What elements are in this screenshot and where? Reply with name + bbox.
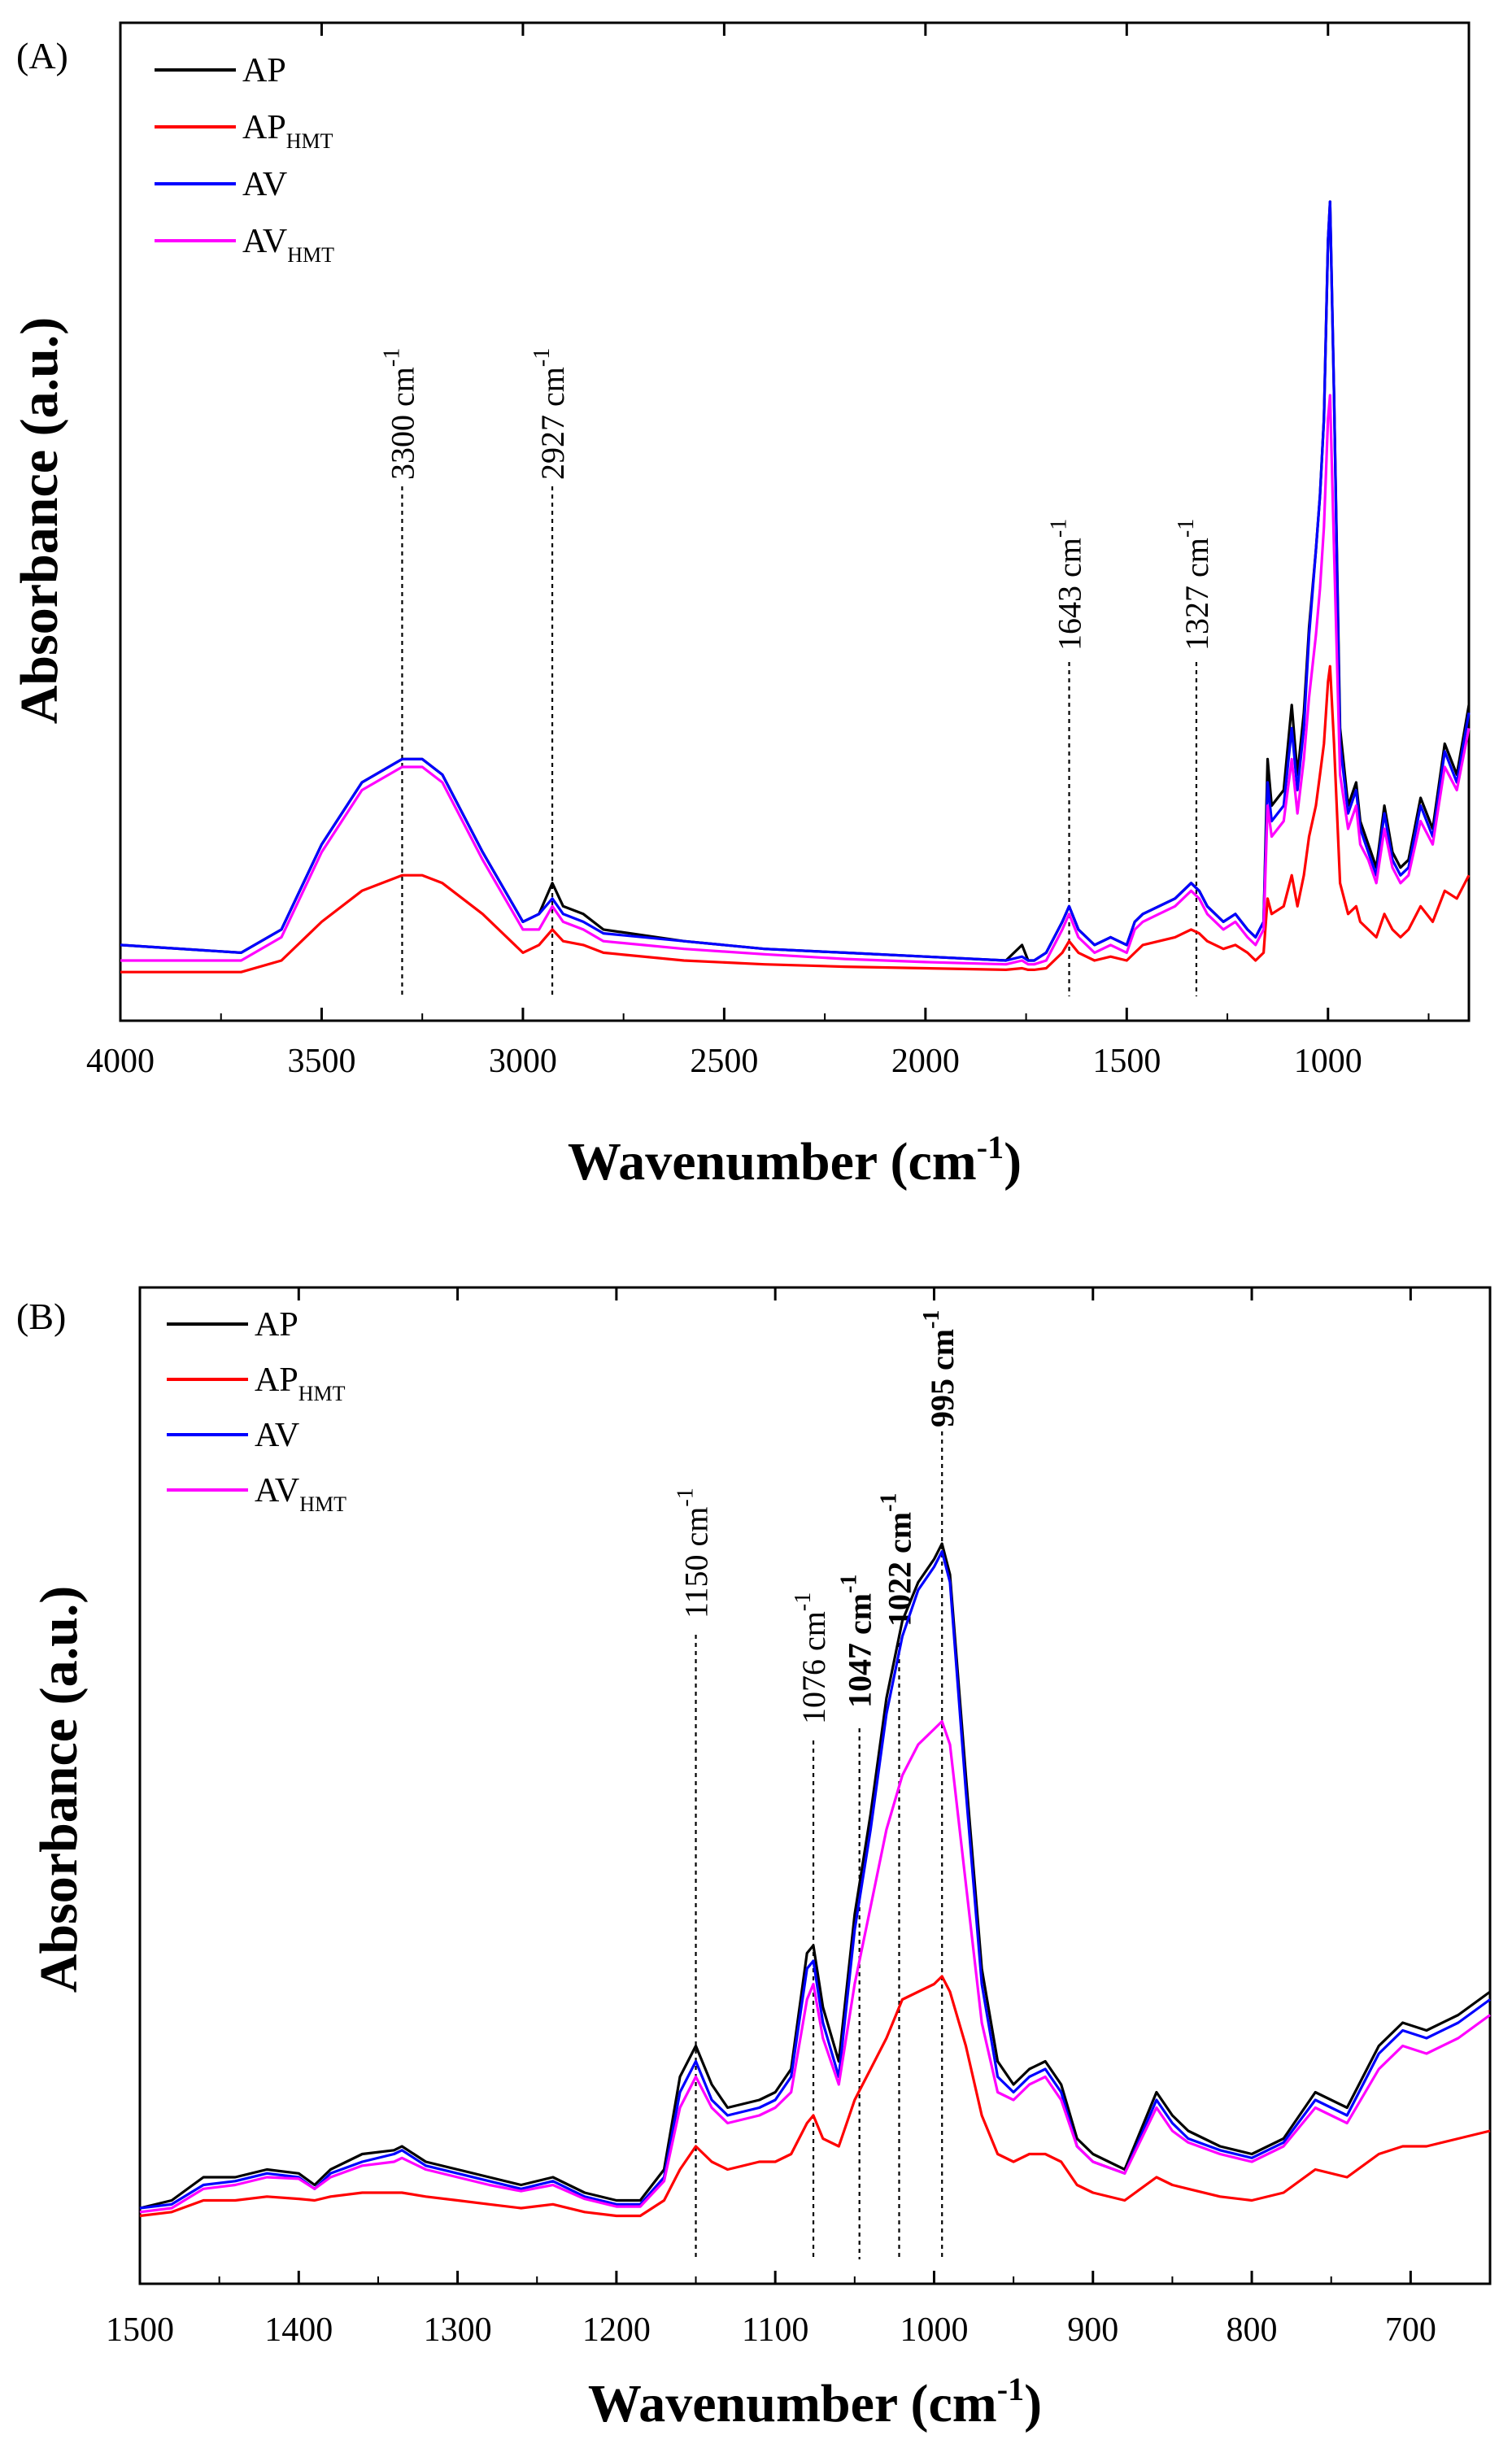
legend-entry: AV	[242, 166, 287, 203]
plot-frame	[138, 1286, 1492, 2285]
legend-name: AP	[242, 52, 286, 89]
legend-sub: HMT	[286, 129, 333, 153]
annotation-label: 1643 cm-1	[1047, 519, 1088, 651]
x-tick-label: 1400	[264, 2311, 333, 2349]
series-line-av-hmt	[120, 394, 1471, 966]
annotation-text: 3300 cm	[384, 367, 420, 480]
legend-name: AV	[255, 1417, 299, 1454]
x-axis-title-close: )	[1024, 2374, 1042, 2433]
legend-entry: APHMT	[255, 1361, 346, 1405]
legend-entry: AP	[242, 52, 286, 89]
panel-label: (B)	[16, 1296, 66, 1337]
x-tick-label: 1000	[900, 2311, 968, 2349]
series-line-av	[139, 1549, 1491, 2210]
annotation-text: 1327 cm	[1179, 538, 1215, 651]
series-line-ap-hmt	[139, 1975, 1491, 2218]
legend-entry: APHMT	[242, 109, 333, 153]
legend-name: AV	[242, 166, 287, 203]
annotation-sup: -1	[673, 1488, 699, 1506]
series-line-ap	[139, 1542, 1491, 2210]
annotation-sup: -1	[1174, 519, 1199, 538]
annotation-sup: -1	[877, 1493, 902, 1512]
x-tick-label: 3000	[489, 1043, 557, 1080]
x-tick-label: 900	[1067, 2311, 1118, 2349]
x-tick-label: 1200	[582, 2311, 651, 2349]
legend-sub: HMT	[287, 243, 334, 267]
x-tick-label: 800	[1227, 2311, 1278, 2349]
x-axis-title-text: Wavenumber (cm	[588, 2374, 997, 2433]
annotation-label: 2927 cm-1	[529, 348, 571, 480]
x-tick-label: 1000	[1294, 1043, 1362, 1080]
x-tick-label: 1500	[1092, 1043, 1161, 1080]
x-tick-label: 4000	[86, 1043, 155, 1080]
panel-label: (A)	[16, 35, 68, 76]
legend-entry: AVHMT	[242, 223, 334, 267]
legend-name: AP	[242, 109, 286, 146]
annotation-text: 995 cm	[924, 1329, 961, 1427]
x-tick-label: 700	[1385, 2311, 1436, 2349]
legend-name: AV	[255, 1472, 299, 1509]
legend-name: AV	[242, 223, 287, 260]
annotation-text: 1150 cm	[678, 1507, 715, 1618]
x-tick-label: 3500	[287, 1043, 355, 1080]
legend-entry: AP	[255, 1306, 298, 1344]
annotation-sup: -1	[837, 1575, 862, 1593]
x-tick-label: 1300	[424, 2311, 492, 2349]
series-line-av	[120, 200, 1471, 962]
annotation-sup: -1	[529, 348, 555, 367]
legend-name: AP	[255, 1306, 298, 1344]
annotation-text: 1047 cm	[842, 1593, 878, 1708]
series-line-av-hmt	[139, 1719, 1491, 2214]
annotation-label: 1076 cm-1	[791, 1592, 832, 1724]
x-axis-title-text: Wavenumber (cm	[568, 1132, 977, 1191]
panel-b: (B) 1500 1400 1300 1200 1100 1000 900 800 700 1150…	[16, 1286, 1492, 2433]
x-tick-label: 1100	[742, 2311, 808, 2349]
annotation-text: 2927 cm	[534, 367, 571, 480]
x-axis-title-sup: -1	[997, 2371, 1024, 2407]
annotation-sup: -1	[791, 1592, 816, 1611]
annotation-text: 1076 cm	[795, 1611, 832, 1724]
y-axis-title: Absorbance (a.u.)	[29, 1586, 89, 1993]
x-tick-label: 2000	[891, 1043, 960, 1080]
annotation-sup: -1	[1047, 519, 1072, 538]
annotation-label: 1047 cm-1	[837, 1575, 878, 1708]
annotation-label: 1327 cm-1	[1174, 519, 1215, 651]
legend-sub: HMT	[299, 1492, 346, 1516]
annotation-sup: -1	[919, 1310, 944, 1329]
x-axis-title-close: )	[1004, 1132, 1022, 1191]
annotation-label: 995 cm-1	[919, 1310, 961, 1427]
legend-sub: HMT	[298, 1382, 346, 1405]
x-axis-title-sup: -1	[977, 1129, 1004, 1165]
legend-entry: AVHMT	[255, 1472, 346, 1516]
x-tick-label: 1500	[106, 2311, 174, 2349]
legend-name: AP	[255, 1361, 298, 1399]
series-line-ap-hmt	[120, 664, 1471, 974]
annotation-text: 1643 cm	[1052, 538, 1088, 651]
x-axis-title: Wavenumber (cm-1)	[568, 1129, 1022, 1191]
annotation-sup: -1	[379, 348, 404, 367]
annotation-label: 1150 cm-1	[673, 1488, 715, 1618]
y-axis-title: Absorbance (a.u.)	[10, 317, 69, 725]
x-tick-label: 2500	[690, 1043, 758, 1080]
plot-frame	[119, 21, 1471, 1022]
x-axis-title: Wavenumber (cm-1)	[588, 2371, 1042, 2433]
legend-entry: AV	[255, 1417, 299, 1454]
annotation-label: 3300 cm-1	[379, 348, 420, 480]
